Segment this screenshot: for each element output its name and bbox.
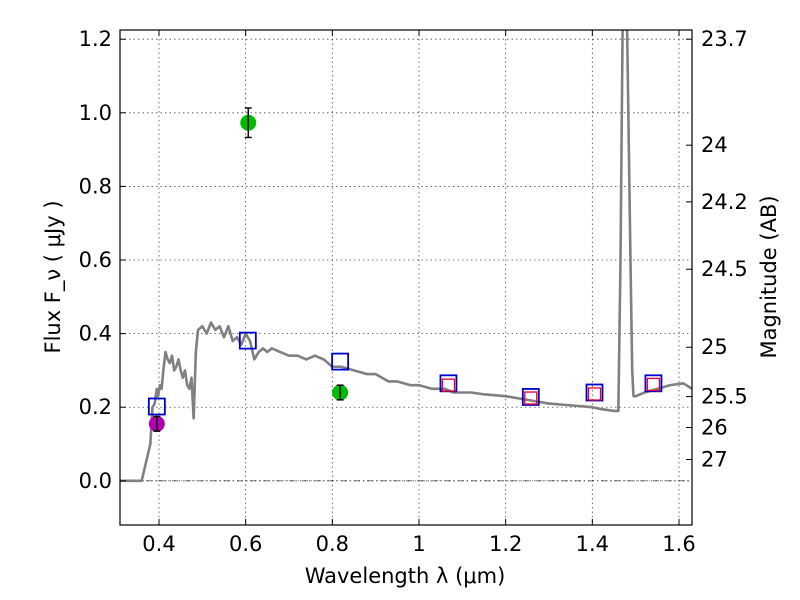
y-tick-label: 1.2 xyxy=(79,27,112,51)
y-axis-label: Flux F_ν ( μJy ) xyxy=(41,200,66,353)
right-tick-labels: 23.7 24 24.2 24.5 25 25.5 26 27 xyxy=(701,27,748,471)
right-tick-label: 26 xyxy=(701,415,728,439)
right-tick-label: 27 xyxy=(701,447,728,471)
plot-frame xyxy=(119,29,693,526)
axis-ticks xyxy=(120,30,692,525)
y-tick-label: 0.4 xyxy=(79,322,112,346)
x-tick-label: 0.6 xyxy=(229,532,262,556)
grid-lines xyxy=(120,30,692,525)
model-photometry-points xyxy=(147,331,663,416)
blue-square-point xyxy=(147,397,166,416)
y-tick-label: 0.0 xyxy=(79,469,112,493)
blue-square-point xyxy=(521,388,540,406)
x-tick-label: 1.6 xyxy=(662,532,695,556)
observed-red-points xyxy=(441,377,661,405)
observed-circle-points xyxy=(148,107,349,432)
x-tick-label: 1 xyxy=(412,532,425,556)
right-tick-label: 25.5 xyxy=(701,385,748,409)
right-tick-label: 23.7 xyxy=(701,27,748,51)
blue-square-point xyxy=(331,352,350,371)
y-tick-labels: 0.0 0.2 0.4 0.6 0.8 1.0 1.2 xyxy=(79,27,112,493)
red-square-point xyxy=(524,391,538,405)
right-axis-label: Magnitude (AB) xyxy=(757,195,781,358)
y-tick-label: 0.2 xyxy=(79,395,112,419)
right-tick-label: 25 xyxy=(701,335,728,359)
x-tick-label: 1.4 xyxy=(576,532,609,556)
blue-square-point xyxy=(238,331,257,350)
red-square-point xyxy=(646,377,661,392)
y-tick-label: 1.0 xyxy=(79,101,112,125)
x-tick-label: 1.2 xyxy=(489,532,522,556)
blue-square-point xyxy=(644,374,663,393)
x-axis-label: Wavelength λ (μm) xyxy=(305,564,506,588)
sed-line xyxy=(120,30,692,483)
x-tick-labels: 0.4 0.6 0.8 1 1.2 1.4 1.6 xyxy=(142,532,695,556)
right-tick-label: 24 xyxy=(701,133,728,157)
right-tick-label: 24.5 xyxy=(701,257,748,281)
y-tick-label: 0.8 xyxy=(79,174,112,198)
x-tick-label: 0.4 xyxy=(142,532,175,556)
model-sed-curve xyxy=(120,30,692,483)
right-tick-label: 24.2 xyxy=(701,190,748,214)
red-square-point xyxy=(441,378,456,392)
y-tick-label: 0.6 xyxy=(79,248,112,272)
red-square-point xyxy=(587,387,602,401)
x-tick-label: 0.8 xyxy=(316,532,349,556)
